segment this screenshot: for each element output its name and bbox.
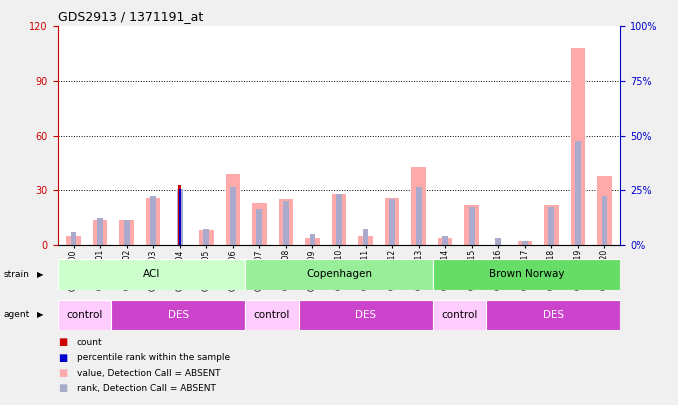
Bar <box>179 189 180 245</box>
Bar <box>464 205 479 245</box>
Text: DES: DES <box>355 310 376 320</box>
Bar <box>245 300 299 330</box>
Bar <box>385 198 399 245</box>
Bar <box>177 189 182 245</box>
Bar <box>438 238 452 245</box>
Bar <box>97 218 103 245</box>
Text: DES: DES <box>167 310 188 320</box>
Bar <box>252 203 266 245</box>
Bar <box>597 176 612 245</box>
Text: ■: ■ <box>58 368 67 378</box>
Bar <box>433 300 486 330</box>
Bar <box>245 259 433 290</box>
Text: ■: ■ <box>58 384 67 393</box>
Bar <box>522 241 527 245</box>
Bar <box>549 207 555 245</box>
Bar <box>433 259 620 290</box>
Bar <box>575 141 581 245</box>
Bar <box>305 238 320 245</box>
Bar <box>517 241 532 245</box>
Bar <box>58 300 111 330</box>
Bar <box>416 187 422 245</box>
Bar <box>358 236 373 245</box>
Bar <box>123 220 129 245</box>
Text: DES: DES <box>543 310 564 320</box>
Bar <box>389 200 395 245</box>
Bar <box>571 48 585 245</box>
Text: rank, Detection Call = ABSENT: rank, Detection Call = ABSENT <box>77 384 216 393</box>
Text: ■: ■ <box>58 353 67 362</box>
Text: agent: agent <box>3 310 30 320</box>
Bar <box>66 236 81 245</box>
Text: ▶: ▶ <box>37 270 44 279</box>
Bar <box>363 228 368 245</box>
Text: strain: strain <box>3 270 29 279</box>
Bar <box>283 201 289 245</box>
Bar <box>58 259 245 290</box>
Bar <box>226 174 240 245</box>
Text: control: control <box>66 310 102 320</box>
Text: value, Detection Call = ABSENT: value, Detection Call = ABSENT <box>77 369 220 377</box>
Bar <box>199 230 214 245</box>
Bar <box>486 300 620 330</box>
Bar <box>279 200 293 245</box>
Bar <box>151 196 156 245</box>
Bar <box>601 196 607 245</box>
Bar <box>178 185 181 245</box>
Bar <box>119 220 134 245</box>
Text: control: control <box>254 310 290 320</box>
Bar <box>336 194 342 245</box>
Text: ACI: ACI <box>143 269 160 279</box>
Bar <box>111 300 245 330</box>
Text: percentile rank within the sample: percentile rank within the sample <box>77 353 230 362</box>
Text: ▶: ▶ <box>37 310 44 320</box>
Bar <box>442 236 448 245</box>
Text: GDS2913 / 1371191_at: GDS2913 / 1371191_at <box>58 10 203 23</box>
Bar <box>310 234 315 245</box>
Bar <box>299 300 433 330</box>
Text: Copenhagen: Copenhagen <box>306 269 372 279</box>
Bar <box>544 205 559 245</box>
Bar <box>496 238 501 245</box>
Bar <box>203 228 210 245</box>
Bar <box>332 194 346 245</box>
Bar <box>230 187 236 245</box>
Bar <box>93 220 107 245</box>
Bar <box>71 232 77 245</box>
Bar <box>256 209 262 245</box>
Text: ■: ■ <box>58 337 67 347</box>
Bar <box>412 167 426 245</box>
Bar <box>468 207 475 245</box>
Bar <box>146 198 161 245</box>
Text: count: count <box>77 338 102 347</box>
Text: Brown Norway: Brown Norway <box>489 269 564 279</box>
Text: control: control <box>441 310 478 320</box>
